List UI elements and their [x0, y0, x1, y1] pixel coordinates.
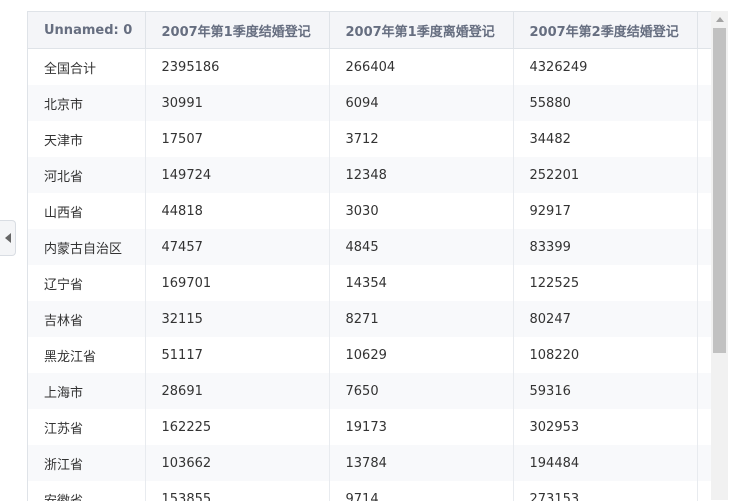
table-cell: 34482: [513, 121, 698, 157]
column-header[interactable]: 2007年第2季度结婚登记: [513, 12, 698, 49]
table-row: 吉林省 32115 8271 80247: [28, 301, 713, 337]
table-cell: [697, 373, 713, 409]
table-cell: 103662: [145, 445, 330, 481]
table-cell: [697, 229, 713, 265]
table-cell: [697, 409, 713, 445]
table-cell: [697, 48, 713, 85]
table-cell: 上海市: [28, 373, 146, 409]
table-cell: 4326249: [513, 48, 698, 85]
table-row: 辽宁省 169701 14354 122525: [28, 265, 713, 301]
table-cell: 162225: [145, 409, 330, 445]
table-row: 河北省 149724 12348 252201: [28, 157, 713, 193]
table-cell: 辽宁省: [28, 265, 146, 301]
table-cell: 19173: [329, 409, 514, 445]
column-header[interactable]: Unnamed: 0: [28, 12, 146, 49]
table-cell: [697, 337, 713, 373]
column-header[interactable]: 2007年第1季度结婚登记: [145, 12, 330, 49]
table-cell: 12348: [329, 157, 514, 193]
table-row: 山西省 44818 3030 92917: [28, 193, 713, 229]
table-cell: 83399: [513, 229, 698, 265]
table-cell: 3030: [329, 193, 514, 229]
table-cell: 108220: [513, 337, 698, 373]
table-cell: 17507: [145, 121, 330, 157]
chevron-up-icon: [715, 17, 724, 22]
table-cell: 149724: [145, 157, 330, 193]
table-cell: 92917: [513, 193, 698, 229]
table-cell: [697, 157, 713, 193]
table-cell: 169701: [145, 265, 330, 301]
vertical-scrollbar[interactable]: [711, 11, 728, 500]
table-cell: 55880: [513, 85, 698, 121]
table-cell: 内蒙古自治区: [28, 229, 146, 265]
table-cell: [697, 481, 713, 501]
table-cell: [697, 301, 713, 337]
table-row: 黑龙江省 51117 10629 108220: [28, 337, 713, 373]
table-header-row: Unnamed: 0 2007年第1季度结婚登记 2007年第1季度离婚登记 2…: [28, 12, 713, 49]
table-cell: 80247: [513, 301, 698, 337]
table-row: 上海市 28691 7650 59316: [28, 373, 713, 409]
table-cell: 153855: [145, 481, 330, 501]
table-cell: 天津市: [28, 121, 146, 157]
table-cell: 32115: [145, 301, 330, 337]
scroll-up-button[interactable]: [711, 11, 728, 28]
table-row: 天津市 17507 3712 34482: [28, 121, 713, 157]
table-cell: 河北省: [28, 157, 146, 193]
table-cell: 59316: [513, 373, 698, 409]
table-cell: 山西省: [28, 193, 146, 229]
data-table-container: Unnamed: 0 2007年第1季度结婚登记 2007年第1季度离婚登记 2…: [27, 11, 713, 501]
table-cell: 4845: [329, 229, 514, 265]
table-cell: 194484: [513, 445, 698, 481]
table-cell: [697, 85, 713, 121]
table-cell: 浙江省: [28, 445, 146, 481]
table-row: 全国合计 2395186 266404 4326249: [28, 48, 713, 85]
table-cell: 266404: [329, 48, 514, 85]
table-cell: 6094: [329, 85, 514, 121]
table-cell: 13784: [329, 445, 514, 481]
table-cell: 14354: [329, 265, 514, 301]
table-cell: 2395186: [145, 48, 330, 85]
table-cell: 10629: [329, 337, 514, 373]
table-cell: 9714: [329, 481, 514, 501]
table-cell: 51117: [145, 337, 330, 373]
table-cell: 30991: [145, 85, 330, 121]
table-cell: 吉林省: [28, 301, 146, 337]
table-cell: 8271: [329, 301, 514, 337]
table-cell: 北京市: [28, 85, 146, 121]
sidebar-collapse-button[interactable]: [0, 220, 16, 256]
table-cell: [697, 121, 713, 157]
table-cell: 47457: [145, 229, 330, 265]
scrollbar-thumb[interactable]: [713, 28, 726, 353]
table-cell: 28691: [145, 373, 330, 409]
table-cell: 252201: [513, 157, 698, 193]
column-header-overflow: [697, 12, 713, 49]
table-cell: 273153: [513, 481, 698, 501]
data-table: Unnamed: 0 2007年第1季度结婚登记 2007年第1季度离婚登记 2…: [28, 12, 713, 501]
table-cell: 122525: [513, 265, 698, 301]
table-cell: 7650: [329, 373, 514, 409]
table-cell: [697, 193, 713, 229]
table-cell: 黑龙江省: [28, 337, 146, 373]
table-cell: [697, 445, 713, 481]
table-row: 安徽省 153855 9714 273153: [28, 481, 713, 501]
table-row: 内蒙古自治区 47457 4845 83399: [28, 229, 713, 265]
table-row: 浙江省 103662 13784 194484: [28, 445, 713, 481]
column-header[interactable]: 2007年第1季度离婚登记: [329, 12, 514, 49]
table-row: 江苏省 162225 19173 302953: [28, 409, 713, 445]
chevron-left-icon: [4, 233, 11, 243]
table-cell: 全国合计: [28, 48, 146, 85]
table-cell: 302953: [513, 409, 698, 445]
table-cell: [697, 265, 713, 301]
table-cell: 3712: [329, 121, 514, 157]
table-cell: 安徽省: [28, 481, 146, 501]
table-row: 北京市 30991 6094 55880: [28, 85, 713, 121]
table-cell: 44818: [145, 193, 330, 229]
table-cell: 江苏省: [28, 409, 146, 445]
